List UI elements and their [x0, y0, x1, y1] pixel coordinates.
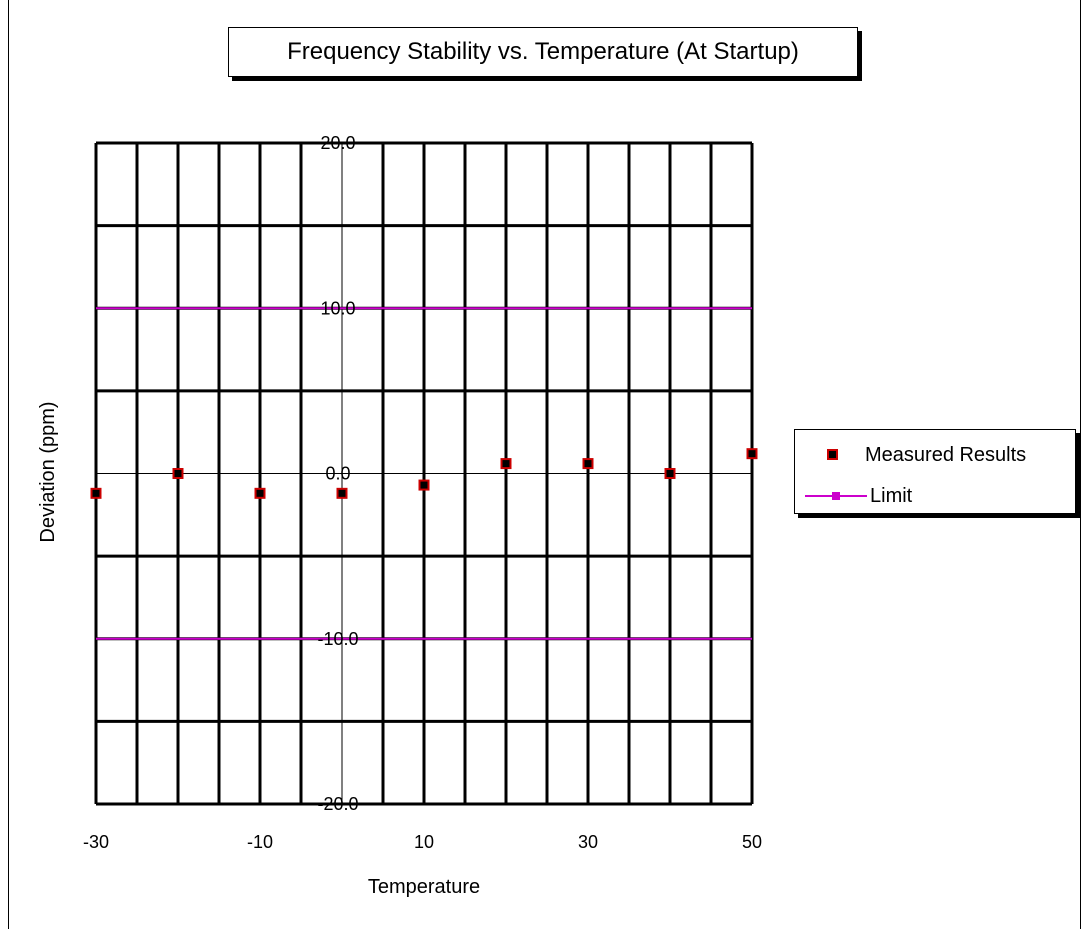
y-tick-label: -20.0: [317, 794, 358, 814]
data-point: [746, 448, 758, 460]
legend-marker-measured: [827, 449, 838, 460]
grid: [94, 141, 754, 806]
y-tick-label: 0.0: [325, 464, 350, 484]
data-point: [172, 468, 184, 479]
y-axis-label: Deviation (ppm): [37, 401, 59, 542]
y-tick-label: -10.0: [317, 629, 358, 649]
x-tick-label: -10: [247, 832, 273, 852]
limit-lines: [96, 307, 752, 640]
x-tick-label: -30: [83, 832, 109, 852]
legend-item-measured: Measured Results: [795, 440, 1075, 470]
data-point: [254, 487, 266, 499]
x-tick-labels: -30 -10 10 30 50: [83, 832, 762, 852]
legend-label-limit: Limit: [870, 484, 913, 507]
x-tick-label: 50: [742, 832, 762, 852]
legend-label-measured: Measured Results: [865, 443, 1027, 466]
data-point: [336, 487, 348, 499]
x-axis-label: Temperature: [368, 876, 480, 898]
chart-title-box: Frequency Stability vs. Temperature (At …: [228, 27, 858, 77]
legend: Measured Results Limit: [794, 429, 1076, 514]
x-tick-label: 10: [414, 832, 434, 852]
x-tick-label: 30: [578, 832, 598, 852]
y-tick-labels: 20.0 10.0 0.0 -10.0 -20.0: [317, 133, 358, 814]
data-point: [90, 487, 102, 499]
y-tick-label: 10.0: [320, 298, 355, 318]
legend-marker-limit: [805, 492, 867, 500]
data-point: [500, 458, 512, 470]
chart-title: Frequency Stability vs. Temperature (At …: [287, 38, 799, 65]
measured-points: [90, 448, 758, 499]
data-point: [664, 468, 676, 479]
legend-item-limit: Limit: [795, 481, 1075, 511]
data-point: [582, 458, 594, 470]
data-point: [418, 479, 430, 491]
y-tick-label: 20.0: [320, 133, 355, 153]
